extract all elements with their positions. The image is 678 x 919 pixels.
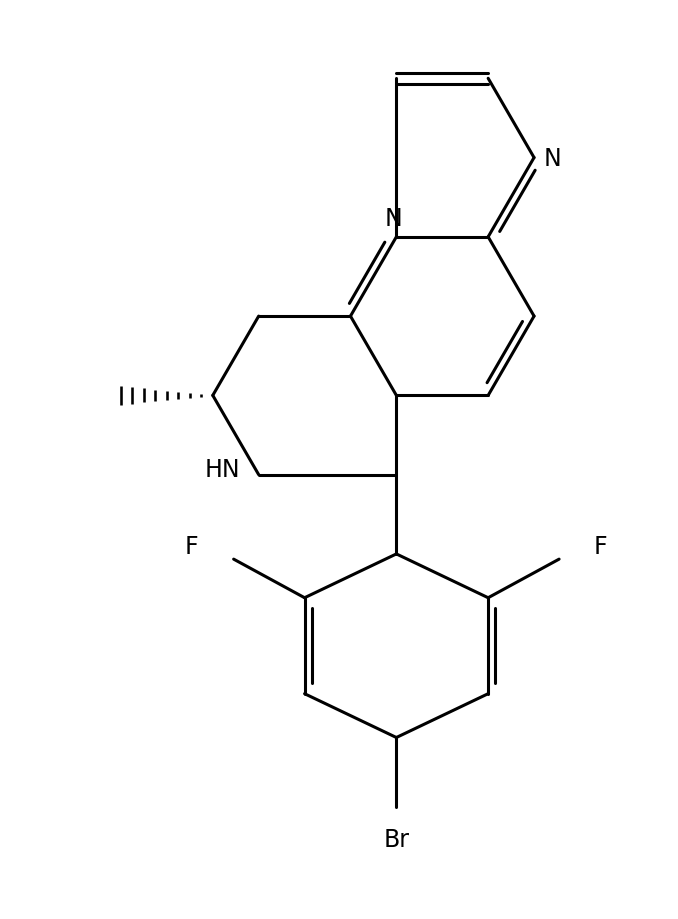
Text: F: F — [594, 534, 607, 558]
Text: N: N — [544, 146, 561, 170]
Text: N: N — [384, 207, 402, 231]
Text: F: F — [185, 534, 199, 558]
Text: HN: HN — [204, 458, 240, 482]
Text: Br: Br — [383, 827, 410, 851]
